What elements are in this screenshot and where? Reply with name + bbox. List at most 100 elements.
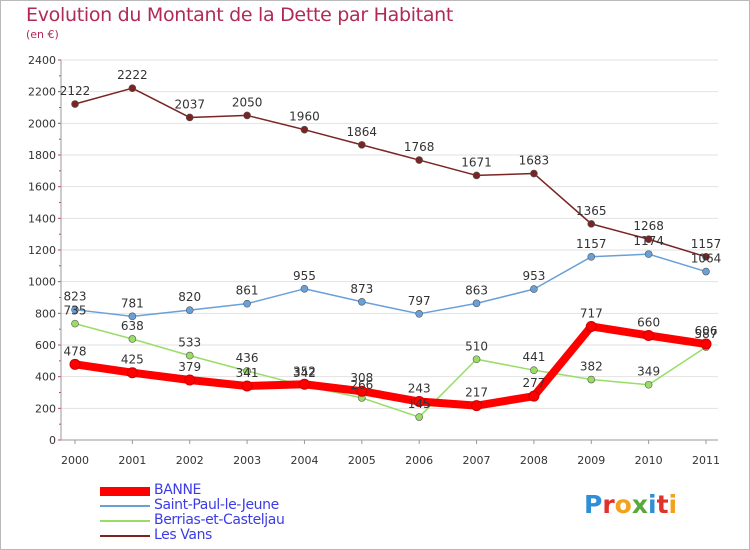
x-tick-label: 2000 bbox=[61, 454, 89, 467]
data-label: 277 bbox=[522, 376, 545, 390]
data-point bbox=[128, 312, 137, 321]
data-point bbox=[71, 100, 79, 108]
series-line bbox=[71, 322, 710, 410]
y-tick-label: 1600 bbox=[28, 181, 56, 194]
data-point bbox=[415, 310, 423, 318]
data-label: 2037 bbox=[174, 97, 205, 111]
data-point bbox=[644, 235, 653, 244]
data-label: 823 bbox=[64, 290, 87, 304]
data-label: 1683 bbox=[519, 154, 550, 168]
legend-label-berrias: Berrias-et-Casteljau bbox=[154, 512, 285, 528]
axes: 0 200 400 600 800 1000 1200 1400 1600 1800 2000 220… bbox=[28, 54, 720, 467]
data-label: 717 bbox=[580, 306, 603, 320]
data-point bbox=[356, 385, 368, 397]
data-point bbox=[185, 351, 194, 360]
data-point bbox=[702, 253, 710, 261]
legend-label-saint-paul: Saint-Paul-le-Jeune bbox=[154, 497, 279, 513]
x-tick-label: 2005 bbox=[348, 454, 376, 467]
y-tick-label: 1800 bbox=[28, 149, 56, 162]
data-label: 436 bbox=[236, 351, 259, 365]
data-label: 266 bbox=[350, 378, 373, 392]
data-label: 341 bbox=[236, 366, 259, 380]
data-label: 1671 bbox=[461, 155, 492, 169]
data-point bbox=[472, 171, 481, 180]
data-point bbox=[587, 220, 596, 228]
logo-letter: o bbox=[614, 490, 632, 519]
data-point bbox=[587, 253, 596, 261]
y-tick-label: 800 bbox=[35, 307, 56, 320]
legend-label-banne: BANNE bbox=[154, 482, 201, 498]
logo-letter: t bbox=[656, 490, 669, 519]
data-point bbox=[126, 367, 138, 379]
data-point bbox=[644, 380, 653, 389]
data-point bbox=[185, 306, 194, 314]
legend-swatch-banne bbox=[100, 487, 150, 496]
data-label: 735 bbox=[64, 304, 87, 318]
data-label: 342 bbox=[293, 366, 316, 380]
data-label: 820 bbox=[178, 290, 201, 304]
data-label: 533 bbox=[178, 336, 201, 350]
data-point bbox=[472, 299, 481, 308]
data-point bbox=[585, 320, 597, 332]
data-point bbox=[700, 338, 712, 350]
data-point bbox=[184, 374, 196, 386]
data-point bbox=[530, 285, 538, 293]
x-tick-label: 2004 bbox=[290, 454, 318, 467]
x-tick-label: 2008 bbox=[520, 454, 548, 467]
data-point bbox=[644, 250, 653, 258]
y-tick-label: 1400 bbox=[28, 212, 56, 225]
data-label: 2122 bbox=[60, 84, 91, 98]
data-label: 1768 bbox=[404, 140, 435, 154]
y-tick-label: 1000 bbox=[28, 276, 56, 289]
x-tick-label: 2003 bbox=[233, 454, 261, 467]
y-tick-label: 2400 bbox=[28, 54, 56, 67]
y-tick-label: 200 bbox=[35, 402, 56, 415]
data-label: 382 bbox=[580, 360, 603, 374]
chart-title: Evolution du Montant de la Dette par Hab… bbox=[26, 4, 454, 26]
data-point bbox=[71, 319, 79, 328]
chart-subtitle: (en €) bbox=[26, 28, 59, 41]
x-tick-label: 2002 bbox=[176, 454, 204, 467]
data-point bbox=[71, 305, 79, 314]
data-label: 379 bbox=[178, 360, 201, 374]
series-line bbox=[74, 322, 707, 418]
data-point bbox=[471, 400, 483, 412]
data-label: 308 bbox=[350, 371, 373, 385]
data-point bbox=[702, 267, 710, 276]
series-line bbox=[74, 253, 707, 318]
data-label: 1365 bbox=[576, 204, 607, 218]
data-label: 425 bbox=[121, 353, 144, 367]
data-point bbox=[530, 366, 538, 374]
legend-swatch-saint-paul bbox=[100, 505, 150, 507]
data-label: 145 bbox=[408, 397, 431, 411]
data-label: 955 bbox=[293, 269, 316, 283]
data-point bbox=[128, 335, 137, 343]
data-point bbox=[241, 380, 253, 392]
logo-letter: i bbox=[648, 490, 657, 519]
legend-label-les-vans: Les Vans bbox=[154, 527, 212, 543]
grid-lines bbox=[61, 59, 718, 441]
data-point bbox=[243, 111, 251, 120]
data-point bbox=[358, 141, 366, 149]
y-tick-label: 0 bbox=[49, 434, 56, 447]
data-point bbox=[528, 390, 540, 402]
data-label: 861 bbox=[236, 284, 259, 298]
data-label: 873 bbox=[350, 282, 373, 296]
data-point bbox=[128, 84, 137, 92]
data-label: 660 bbox=[637, 316, 660, 330]
x-tick-label: 2009 bbox=[577, 454, 605, 467]
logo-letter: r bbox=[602, 490, 615, 519]
y-tick-label: 2200 bbox=[28, 86, 56, 99]
y-tick-label: 400 bbox=[35, 371, 56, 384]
data-label: 638 bbox=[121, 319, 144, 333]
data-label: 1064 bbox=[691, 252, 722, 266]
y-tick-label: 1200 bbox=[28, 244, 56, 257]
data-point bbox=[185, 113, 194, 122]
x-tick-label: 2007 bbox=[463, 454, 491, 467]
data-point bbox=[298, 378, 310, 390]
data-point bbox=[413, 396, 425, 408]
logo-letter: i bbox=[668, 490, 678, 519]
data-label: 352 bbox=[293, 364, 316, 378]
